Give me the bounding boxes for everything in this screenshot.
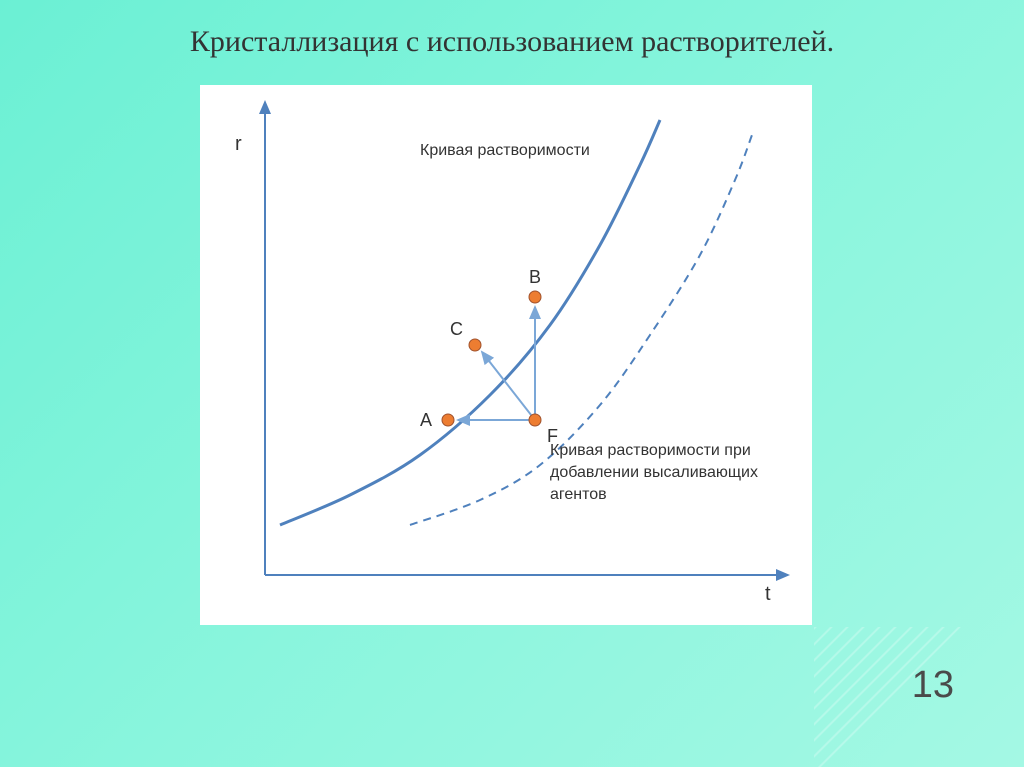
solubility-chart: r t Кривая растворимости Кривая растворимос…	[200, 85, 812, 625]
svg-text:C: C	[450, 319, 463, 339]
svg-text:Кривая растворимости: Кривая растворимости	[420, 142, 590, 159]
svg-text:t: t	[765, 583, 771, 605]
svg-text:F: F	[547, 426, 558, 446]
slide: Кристаллизация с использованием раствори…	[0, 0, 1024, 767]
svg-text:агентов: агентов	[550, 486, 607, 503]
svg-text:B: B	[529, 267, 541, 287]
slide-title: Кристаллизация с использованием раствори…	[0, 25, 1024, 59]
svg-text:r: r	[235, 133, 242, 155]
corner-hatch-decoration	[814, 627, 1024, 767]
svg-text:A: A	[420, 410, 432, 430]
svg-text:Кривая растворимости при: Кривая растворимости при	[550, 442, 751, 459]
chart-container: r t Кривая растворимости Кривая растворимос…	[200, 85, 812, 625]
svg-text:добавлении высаливающих: добавлении высаливающих	[550, 464, 758, 481]
